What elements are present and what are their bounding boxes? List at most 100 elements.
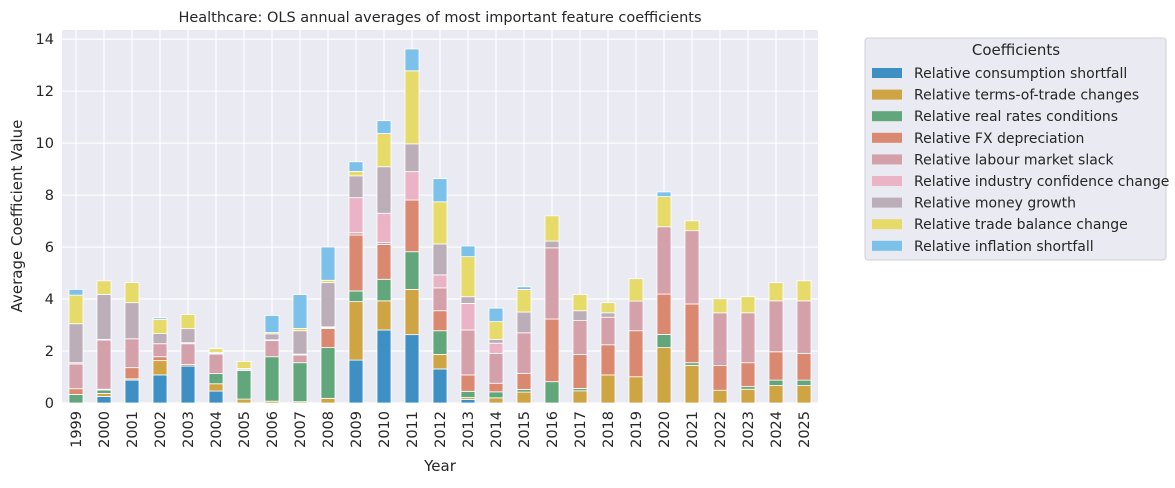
bar-segment-2021-s3 bbox=[684, 303, 700, 364]
bar-segment-2021-s1 bbox=[684, 364, 700, 404]
bar-segment-2012-s4 bbox=[432, 287, 448, 312]
bar-segment-2012-s2 bbox=[432, 330, 448, 355]
bar-segment-2016-s7 bbox=[544, 215, 560, 242]
y-tick-label: 4 bbox=[45, 292, 54, 308]
legend-label: Relative trade balance change bbox=[914, 217, 1128, 233]
bar-segment-2010-s7 bbox=[376, 133, 392, 168]
bar-segment-2013-s6 bbox=[460, 296, 476, 304]
bar-segment-2010-s6 bbox=[376, 166, 392, 214]
bar-segment-2020-s7 bbox=[656, 196, 672, 228]
bar-segment-2006-s6 bbox=[264, 333, 280, 341]
bar-segment-2009-s6 bbox=[348, 175, 364, 199]
x-tick-label: 2007 bbox=[293, 411, 309, 448]
bar-segment-2015-s4 bbox=[516, 332, 532, 374]
bar-segment-2013-s8 bbox=[460, 245, 476, 258]
legend-box bbox=[864, 37, 1167, 261]
y-tick-label: 2 bbox=[45, 344, 54, 360]
bar-segment-2007-s4 bbox=[292, 354, 308, 364]
bar-segment-2002-s3 bbox=[152, 356, 168, 362]
x-axis-label: Year bbox=[423, 457, 457, 475]
x-tick-label: 2005 bbox=[237, 411, 253, 448]
x-tick-label: 2023 bbox=[741, 411, 757, 448]
legend-swatch bbox=[872, 219, 902, 230]
y-axis-ticks: 0 2 4 6 8 10 12 14 bbox=[36, 32, 54, 412]
bar-segment-2010-s0 bbox=[376, 329, 392, 404]
bar-segment-2007-s6 bbox=[292, 330, 308, 355]
legend-swatch bbox=[872, 176, 902, 186]
bar-segment-2006-s2 bbox=[264, 356, 280, 402]
bar-segment-2001-s6 bbox=[124, 302, 140, 340]
bar-segment-2019-s3 bbox=[628, 330, 644, 378]
bar-segment-2000-s7 bbox=[96, 280, 112, 295]
bar-segment-2018-s1 bbox=[600, 374, 616, 404]
bar-segment-2004-s7 bbox=[208, 348, 224, 353]
x-tick-label: 2015 bbox=[517, 411, 533, 448]
x-tick-label: 2002 bbox=[153, 411, 169, 448]
bar-segment-2024-s7 bbox=[768, 282, 784, 302]
bar-segment-2006-s4 bbox=[264, 340, 280, 358]
bar-segment-2020-s2 bbox=[656, 333, 672, 349]
bar-segment-1999-s6 bbox=[68, 323, 84, 364]
y-tick-label: 14 bbox=[36, 32, 54, 48]
bar-segment-2012-s3 bbox=[432, 310, 448, 332]
bar-segment-2025-s4 bbox=[796, 300, 812, 354]
bar-segment-2025-s2 bbox=[796, 379, 812, 386]
bar-segment-2013-s5 bbox=[460, 303, 476, 331]
legend-label: Relative real rates conditions bbox=[914, 109, 1118, 125]
x-tick-label: 2009 bbox=[349, 411, 365, 448]
chart-title: Healthcare: OLS annual averages of most … bbox=[178, 10, 701, 26]
x-tick-label: 2001 bbox=[125, 411, 141, 448]
bar-segment-2011-s8 bbox=[404, 48, 420, 72]
bar-segment-2024-s1 bbox=[768, 385, 784, 404]
bar-segment-2013-s0 bbox=[460, 398, 476, 404]
bar-segment-2004-s0 bbox=[208, 390, 224, 404]
bar-segment-2010-s3 bbox=[376, 244, 392, 280]
legend-swatch bbox=[872, 132, 902, 143]
x-tick-label: 2019 bbox=[629, 411, 645, 448]
bar-segment-2013-s3 bbox=[460, 374, 476, 392]
x-tick-label: 2008 bbox=[321, 411, 337, 448]
legend-label: Relative terms-of-trade changes bbox=[914, 88, 1139, 104]
bar-segment-2000-s4 bbox=[96, 339, 112, 390]
bar-segment-2020-s1 bbox=[656, 347, 672, 404]
legend-label: Relative labour market slack bbox=[914, 152, 1115, 168]
bar-segment-2024-s4 bbox=[768, 300, 784, 353]
bar-segment-2013-s7 bbox=[460, 256, 476, 298]
bar-segment-2019-s7 bbox=[628, 278, 644, 302]
bar-segment-2008-s8 bbox=[320, 246, 336, 281]
bar-segment-2002-s1 bbox=[152, 360, 168, 376]
x-tick-label: 2018 bbox=[601, 411, 617, 448]
bar-segment-2014-s5 bbox=[488, 342, 504, 354]
bar-segment-2015-s6 bbox=[516, 311, 532, 334]
bar-segment-2009-s1 bbox=[348, 301, 364, 361]
bar-segment-2010-s2 bbox=[376, 278, 392, 302]
bar-segment-2015-s8 bbox=[516, 286, 532, 290]
bar-segment-2011-s6 bbox=[404, 143, 420, 173]
bar-segment-2014-s1 bbox=[488, 397, 504, 404]
bar-segment-2014-s6 bbox=[488, 338, 504, 344]
y-tick-label: 0 bbox=[45, 396, 54, 412]
bar-segment-2018-s7 bbox=[600, 302, 616, 314]
bar-segment-2024-s3 bbox=[768, 351, 784, 381]
bar-segment-2023-s7 bbox=[740, 296, 756, 314]
bar-segment-2016-s6 bbox=[544, 240, 560, 249]
bar-segment-2024-s2 bbox=[768, 379, 784, 386]
bar-segment-2020-s3 bbox=[656, 293, 672, 335]
bar-segment-2016-s3 bbox=[544, 318, 560, 383]
bar-segment-2014-s7 bbox=[488, 321, 504, 340]
bar-segment-2004-s2 bbox=[208, 373, 224, 385]
x-tick-label: 1999 bbox=[69, 411, 85, 448]
x-tick-label: 2025 bbox=[797, 411, 813, 448]
bar-segment-2014-s4 bbox=[488, 352, 504, 384]
bar-segment-2014-s8 bbox=[488, 307, 504, 323]
bar-segment-1999-s7 bbox=[68, 294, 84, 325]
x-tick-label: 2000 bbox=[97, 411, 113, 448]
bar-segment-2000-s6 bbox=[96, 293, 112, 340]
legend-swatch bbox=[872, 154, 902, 165]
bar-segment-2009-s7 bbox=[348, 171, 364, 177]
bar-segment-2008-s6 bbox=[320, 282, 336, 328]
legend-swatch bbox=[872, 89, 902, 100]
bar-segment-1999-s3 bbox=[68, 388, 84, 395]
bar-segment-2022-s7 bbox=[712, 298, 728, 314]
